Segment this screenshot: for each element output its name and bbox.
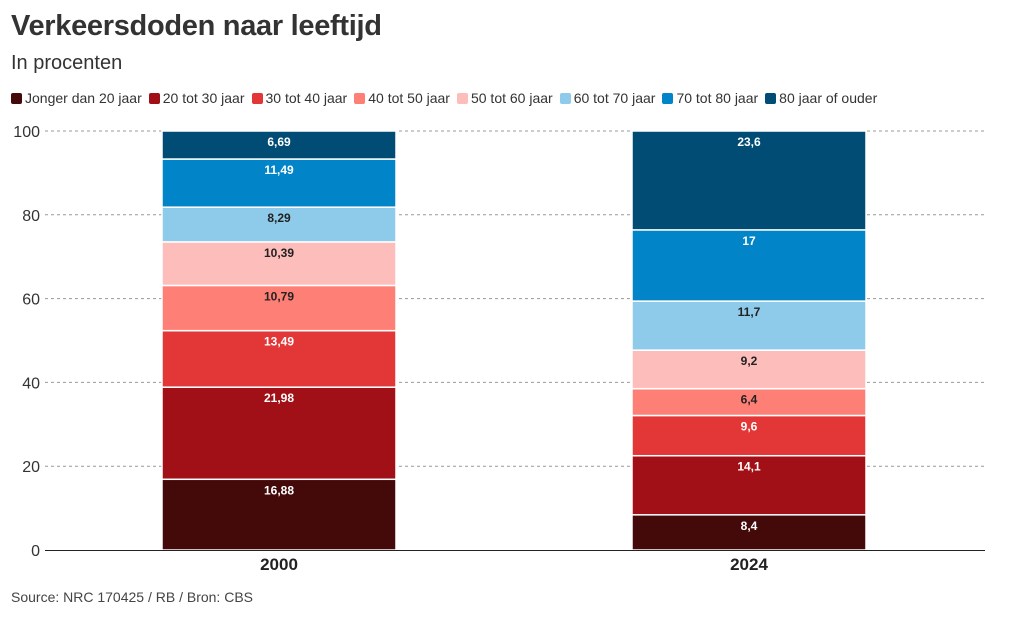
- bar-segment: [631, 349, 867, 390]
- legend-item: 40 tot 50 jaar: [354, 90, 450, 106]
- legend-item: 60 tot 70 jaar: [559, 90, 656, 106]
- legend-swatch: [662, 92, 674, 104]
- data-label: 6,4: [741, 393, 758, 407]
- data-label: 16,88: [264, 483, 294, 497]
- legend-item: 50 tot 60 jaar: [456, 90, 553, 106]
- data-label: 6,69: [267, 135, 291, 149]
- data-label: 13,49: [264, 335, 294, 349]
- legend: Jonger dan 20 jaar 20 tot 30 jaar 30 tot 4…: [11, 90, 884, 106]
- bar-segment: [161, 130, 397, 160]
- legend-label: 20 tot 30 jaar: [162, 90, 245, 106]
- legend-swatch: [354, 92, 366, 104]
- legend-item: 30 tot 40 jaar: [251, 90, 348, 106]
- chart-subtitle: In procenten: [11, 52, 123, 74]
- data-label: 9,2: [741, 354, 758, 368]
- data-label: 8,29: [267, 211, 291, 225]
- y-tick-label: 80: [22, 208, 40, 225]
- legend-swatch: [765, 92, 777, 104]
- y-tick-label: 40: [22, 375, 40, 392]
- data-label: 11,7: [738, 305, 761, 319]
- bar-segment: [161, 478, 397, 551]
- legend-label: 80 jaar of ouder: [779, 90, 878, 106]
- bar-segment: [631, 454, 867, 516]
- legend-item: 80 jaar of ouder: [765, 90, 877, 106]
- legend-label: 30 tot 40 jaar: [265, 90, 348, 106]
- legend-item: 20 tot 30 jaar: [148, 90, 245, 106]
- bar-segment: [161, 386, 397, 481]
- data-label: 17: [742, 234, 756, 248]
- x-tick-label: 2000: [260, 555, 298, 574]
- data-label: 10,39: [264, 246, 294, 260]
- legend-label: Jonger dan 20 jaar: [25, 90, 142, 106]
- chart-title: Verkeersdoden naar leeftijd: [11, 10, 382, 42]
- bar-segment: [631, 514, 867, 551]
- data-label: 9,6: [741, 420, 758, 434]
- legend-item: 70 tot 80 jaar: [662, 90, 758, 106]
- bar-segment: [631, 229, 867, 302]
- data-label: 21,98: [264, 391, 294, 405]
- data-label: 11,49: [264, 163, 294, 177]
- x-tick-label: 2024: [730, 555, 768, 574]
- data-label: 14,1: [737, 460, 761, 474]
- y-tick-label: 0: [31, 543, 40, 560]
- bar-segment: [631, 387, 867, 417]
- y-tick-label: 100: [13, 124, 40, 141]
- legend-swatch: [559, 92, 571, 104]
- legend-item: Jonger dan 20 jaar: [11, 90, 142, 106]
- source-note: Source: NRC 170425 / RB / Bron: CBS: [11, 589, 253, 605]
- bar-segment: [161, 158, 397, 208]
- legend-swatch: [456, 92, 468, 104]
- bar-segment: [631, 130, 867, 231]
- legend-label: 50 tot 60 jaar: [470, 90, 553, 106]
- legend-swatch: [251, 92, 263, 104]
- y-tick-label: 60: [22, 292, 40, 309]
- legend-label: 60 tot 70 jaar: [573, 90, 656, 106]
- data-label: 8,4: [741, 519, 758, 533]
- legend-label: 40 tot 50 jaar: [368, 90, 450, 106]
- legend-swatch: [148, 92, 160, 104]
- y-tick-label: 20: [22, 459, 40, 476]
- legend-swatch: [11, 92, 22, 104]
- legend-label: 70 tot 80 jaar: [676, 90, 759, 106]
- data-label: 10,79: [264, 289, 294, 303]
- data-label: 23,6: [737, 135, 761, 149]
